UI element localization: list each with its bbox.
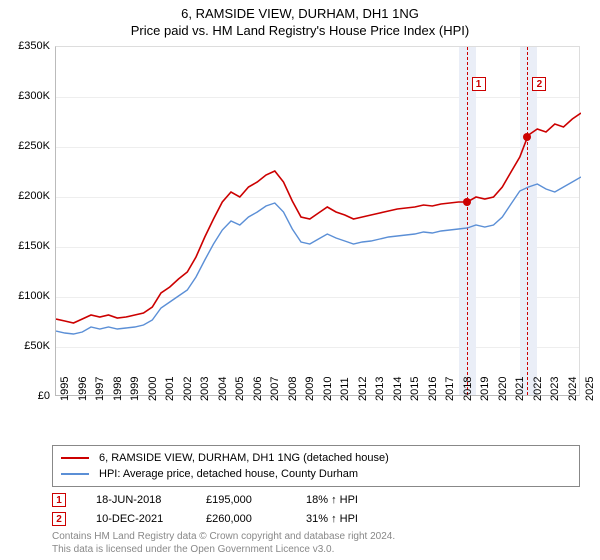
marker-date: 10-DEC-2021 bbox=[66, 513, 206, 525]
x-tick-label: 1996 bbox=[77, 377, 89, 401]
chart-subtitle: Price paid vs. HM Land Registry's House … bbox=[0, 23, 600, 38]
legend-box: 6, RAMSIDE VIEW, DURHAM, DH1 1NG (detach… bbox=[52, 445, 580, 487]
legend-row-series1: 6, RAMSIDE VIEW, DURHAM, DH1 1NG (detach… bbox=[61, 450, 571, 466]
x-tick-label: 2020 bbox=[497, 377, 509, 401]
x-tick-label: 2001 bbox=[164, 377, 176, 401]
marker-date: 18-JUN-2018 bbox=[66, 494, 206, 506]
x-tick-label: 2007 bbox=[269, 377, 281, 401]
x-tick-label: 2002 bbox=[182, 377, 194, 401]
y-tick-label: £300K bbox=[18, 90, 50, 102]
series-price_paid bbox=[56, 113, 581, 323]
x-tick-label: 2021 bbox=[514, 377, 526, 401]
marker-table-row: 118-JUN-2018£195,00018% ↑ HPI bbox=[52, 490, 580, 509]
y-tick-label: £150K bbox=[18, 240, 50, 252]
x-tick-label: 2023 bbox=[549, 377, 561, 401]
legend-swatch-series1 bbox=[61, 457, 89, 459]
x-tick-label: 2000 bbox=[147, 377, 159, 401]
x-tick-label: 2024 bbox=[567, 377, 579, 401]
legend-row-series2: HPI: Average price, detached house, Coun… bbox=[61, 466, 571, 482]
footer-line2: This data is licensed under the Open Gov… bbox=[52, 543, 395, 556]
x-tick-label: 2010 bbox=[322, 377, 334, 401]
x-tick-label: 2025 bbox=[584, 377, 596, 401]
y-tick-label: £250K bbox=[18, 140, 50, 152]
x-tick-label: 2016 bbox=[427, 377, 439, 401]
chart-title-address: 6, RAMSIDE VIEW, DURHAM, DH1 1NG bbox=[0, 6, 600, 21]
series-hpi bbox=[56, 177, 581, 334]
x-tick-label: 2008 bbox=[287, 377, 299, 401]
x-tick-label: 2009 bbox=[304, 377, 316, 401]
x-tick-label: 2015 bbox=[409, 377, 421, 401]
legend-label-series2: HPI: Average price, detached house, Coun… bbox=[99, 468, 358, 480]
x-tick-label: 2012 bbox=[357, 377, 369, 401]
data-point-dot bbox=[523, 133, 531, 141]
x-tick-label: 2005 bbox=[234, 377, 246, 401]
y-tick-label: £0 bbox=[38, 390, 50, 402]
marker-num-icon: 1 bbox=[52, 493, 66, 507]
legend-label-series1: 6, RAMSIDE VIEW, DURHAM, DH1 1NG (detach… bbox=[99, 452, 389, 464]
x-tick-label: 2013 bbox=[374, 377, 386, 401]
marker-table-row: 210-DEC-2021£260,00031% ↑ HPI bbox=[52, 509, 580, 528]
marker-price: £195,000 bbox=[206, 494, 306, 506]
markers-table: 118-JUN-2018£195,00018% ↑ HPI210-DEC-202… bbox=[52, 490, 580, 528]
x-tick-label: 1999 bbox=[129, 377, 141, 401]
plot-area: 12 bbox=[55, 46, 580, 396]
title-area: 6, RAMSIDE VIEW, DURHAM, DH1 1NG Price p… bbox=[0, 0, 600, 38]
chart-area: 12 £0£50K£100K£150K£200K£250K£300K£350K1… bbox=[55, 46, 580, 396]
x-tick-label: 1997 bbox=[94, 377, 106, 401]
marker-pct: 31% ↑ HPI bbox=[306, 513, 426, 525]
chart-container: 6, RAMSIDE VIEW, DURHAM, DH1 1NG Price p… bbox=[0, 0, 600, 560]
data-point-dot bbox=[463, 198, 471, 206]
y-tick-label: £100K bbox=[18, 290, 50, 302]
x-tick-label: 2017 bbox=[444, 377, 456, 401]
x-tick-label: 2011 bbox=[339, 377, 351, 401]
x-tick-label: 2014 bbox=[392, 377, 404, 401]
y-tick-label: £50K bbox=[24, 340, 50, 352]
footer-line1: Contains HM Land Registry data © Crown c… bbox=[52, 530, 395, 543]
y-tick-label: £200K bbox=[18, 190, 50, 202]
marker-price: £260,000 bbox=[206, 513, 306, 525]
x-tick-label: 2006 bbox=[252, 377, 264, 401]
x-tick-label: 1998 bbox=[112, 377, 124, 401]
marker-num-icon: 2 bbox=[52, 512, 66, 526]
y-tick-label: £350K bbox=[18, 40, 50, 52]
marker-pct: 18% ↑ HPI bbox=[306, 494, 426, 506]
x-tick-label: 2019 bbox=[479, 377, 491, 401]
x-tick-label: 2022 bbox=[532, 377, 544, 401]
x-tick-label: 2018 bbox=[462, 377, 474, 401]
x-tick-label: 2003 bbox=[199, 377, 211, 401]
legend-swatch-series2 bbox=[61, 473, 89, 475]
x-tick-label: 1995 bbox=[59, 377, 71, 401]
footer-attribution: Contains HM Land Registry data © Crown c… bbox=[52, 530, 395, 556]
x-tick-label: 2004 bbox=[217, 377, 229, 401]
